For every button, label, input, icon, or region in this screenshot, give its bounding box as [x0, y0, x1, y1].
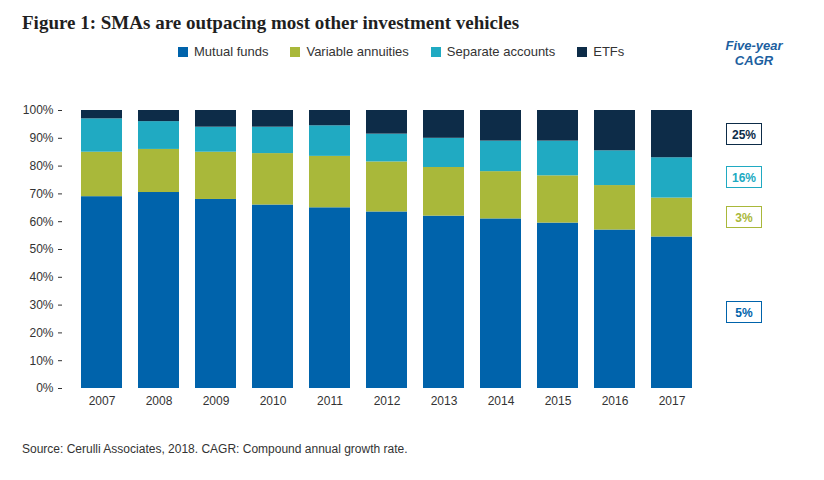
svg-text:2008: 2008	[146, 394, 173, 408]
html-text:25%: 25%	[732, 127, 756, 142]
svg-text:40%: 40%	[29, 270, 53, 284]
svg-text:2017: 2017	[659, 394, 686, 408]
html-text:5%: 5%	[735, 306, 753, 321]
html-text:ETFs: ETFs	[593, 44, 625, 59]
svg-text:2010: 2010	[260, 394, 287, 408]
svg-text:2013: 2013	[431, 394, 458, 408]
svg-text:60%: 60%	[29, 215, 53, 229]
svg-text:20%: 20%	[29, 326, 53, 340]
svg-text:2014: 2014	[488, 394, 515, 408]
svg-text:2007: 2007	[89, 394, 116, 408]
svg-text:50%: 50%	[29, 242, 53, 256]
svg-text:2012: 2012	[374, 394, 401, 408]
html-text:Five-year CAGR: Five-year CAGR	[725, 38, 783, 68]
html-text:Figure 1: SMAs are outpacing m: Figure 1: SMAs are outpacing most other …	[22, 12, 520, 33]
svg-text:100%: 100%	[23, 103, 54, 117]
svg-text:30%: 30%	[29, 298, 53, 312]
svg-text:80%: 80%	[29, 159, 53, 173]
svg-text:2015: 2015	[545, 394, 572, 408]
svg-text:2011: 2011	[317, 394, 343, 408]
html-text:Source: Cerulli Associates, 20: Source: Cerulli Associates, 2018. CAGR: …	[22, 442, 408, 456]
html-text:Separate accounts: Separate accounts	[446, 44, 556, 59]
svg-text:90%: 90%	[29, 131, 53, 145]
svg-text:70%: 70%	[29, 187, 53, 201]
svg-text:10%: 10%	[29, 354, 53, 368]
html-text:Mutual funds: Mutual funds	[194, 44, 269, 59]
svg-text:0%: 0%	[36, 381, 54, 395]
html-text:Variable annuities: Variable annuities	[306, 44, 409, 59]
html-text:3%: 3%	[735, 211, 753, 225]
svg-text:2016: 2016	[602, 394, 629, 408]
svg-text:2009: 2009	[203, 394, 230, 408]
html-text:16%: 16%	[732, 171, 756, 186]
